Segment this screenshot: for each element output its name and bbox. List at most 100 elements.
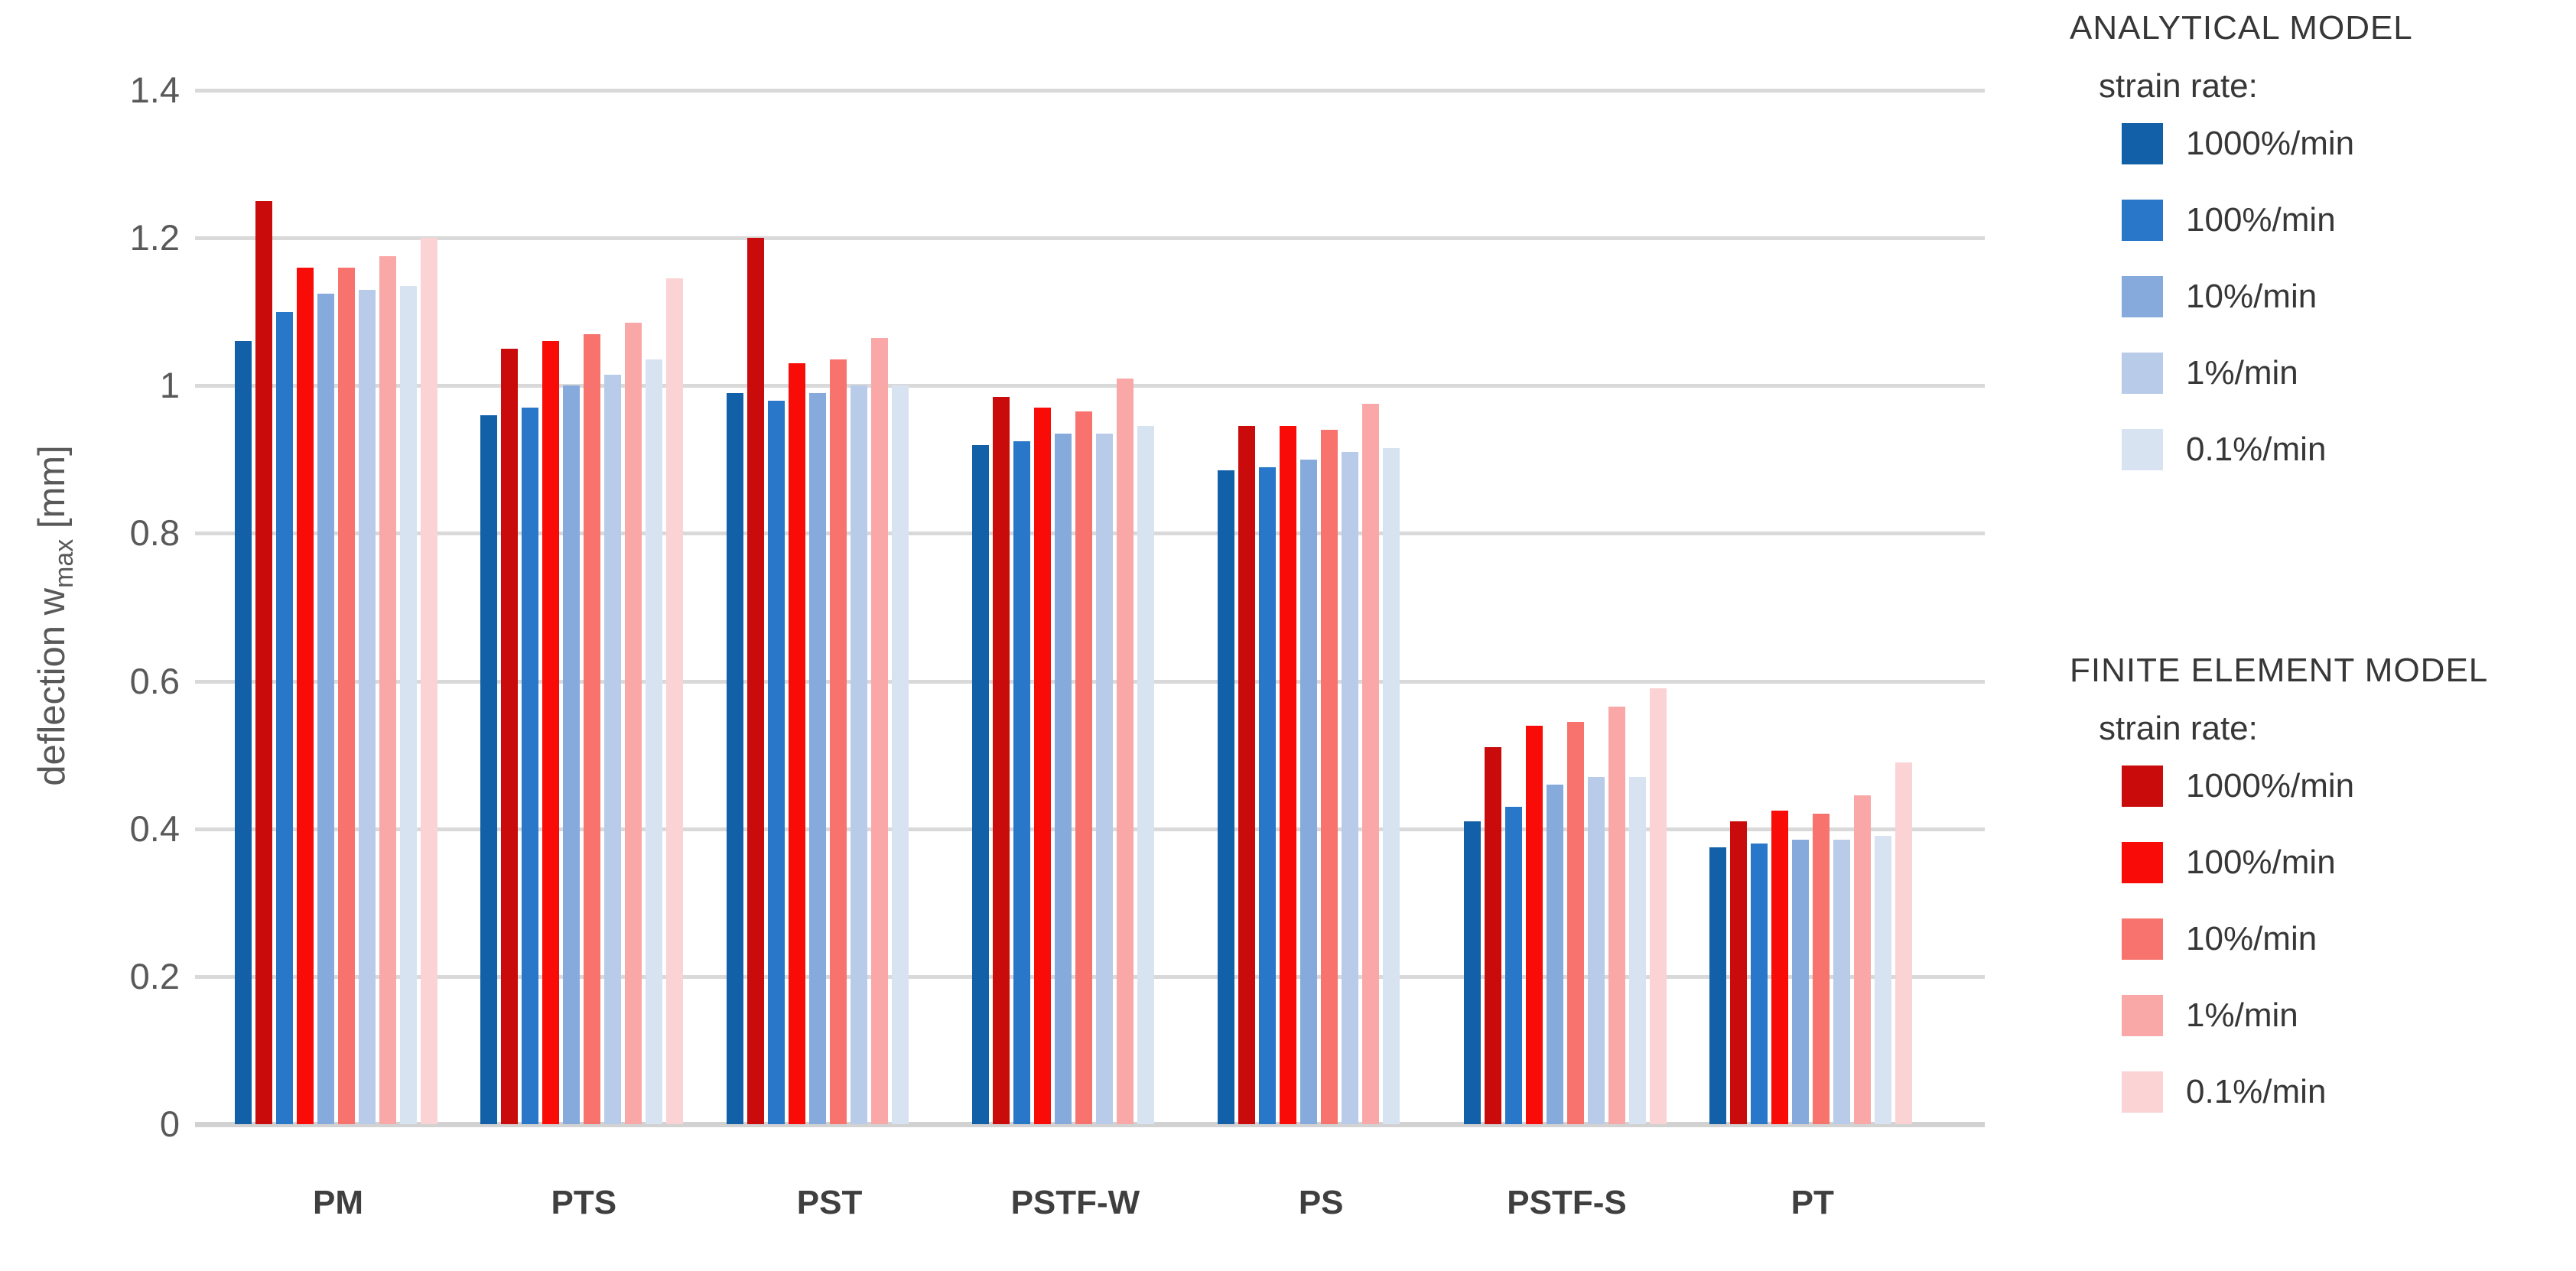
legend-item-label: 1%/min xyxy=(2186,996,2298,1034)
bar-PSTF-W-analytical-1%/min xyxy=(1095,434,1113,1124)
legend-item-label: 10%/min xyxy=(2186,920,2317,957)
legend-analytical-items: 1000%/min 100%/min 10%/min 1%/min 0.1%/min xyxy=(2122,122,2567,471)
bar-PTS-analytical-0.1%/min xyxy=(646,359,663,1124)
bar-PTS-fem-1000%/min xyxy=(501,349,519,1124)
x-category-label-PSTF-W: PSTF-W xyxy=(1010,1184,1140,1221)
bar-PSTF-W-fem-1%/min xyxy=(1116,378,1134,1124)
x-category-label-PSTF-S: PSTF-S xyxy=(1507,1184,1627,1221)
bar-PSTF-S-fem-1000%/min xyxy=(1484,747,1501,1124)
bar-PST-fem-1%/min xyxy=(870,337,888,1124)
y-tick-label-0: 0 xyxy=(159,1104,180,1144)
legend-item-analytical-0.1%/min: 0.1%/min xyxy=(2122,428,2567,471)
bar-PT-analytical-0.1%/min xyxy=(1874,836,1891,1124)
bar-PTS-fem-0.1%/min xyxy=(666,278,684,1124)
legend-item-label: 100%/min xyxy=(2186,844,2336,881)
bar-PT-fem-10%/min xyxy=(1812,814,1830,1124)
bar-PSTF-S-fem-10%/min xyxy=(1566,721,1584,1124)
bar-PM-fem-10%/min xyxy=(338,267,355,1124)
bar-PM-fem-1%/min xyxy=(379,256,396,1124)
legend-swatch-icon xyxy=(2122,123,2163,164)
bar-PTS-fem-10%/min xyxy=(584,333,601,1124)
bar-PSTF-S-fem-1%/min xyxy=(1608,707,1625,1124)
x-category-label-PS: PS xyxy=(1298,1184,1344,1221)
bar-PS-fem-100%/min xyxy=(1280,426,1297,1124)
bar-PM-analytical-0.1%/min xyxy=(400,285,417,1124)
legend-item-analytical-10%/min: 10%/min xyxy=(2122,275,2567,318)
bar-PSTF-W-fem-1000%/min xyxy=(992,396,1010,1124)
bar-PS-fem-1000%/min xyxy=(1238,426,1256,1124)
y-tick-label-0.8: 0.8 xyxy=(129,512,180,554)
bar-PSTF-W-analytical-10%/min xyxy=(1054,434,1072,1124)
legend-swatch-icon xyxy=(2122,995,2163,1036)
bar-PSTF-S-analytical-10%/min xyxy=(1546,784,1563,1124)
bar-PTS-fem-1%/min xyxy=(625,323,642,1124)
legend-swatch-icon xyxy=(2122,276,2163,317)
x-category-label-PST: PST xyxy=(796,1184,863,1221)
bar-PT-fem-1000%/min xyxy=(1729,821,1747,1124)
legend-item-analytical-1%/min: 1%/min xyxy=(2122,352,2567,395)
bar-PSTF-S-analytical-100%/min xyxy=(1504,806,1522,1124)
x-category-label-PTS: PTS xyxy=(551,1184,617,1221)
bar-PSTF-S-fem-100%/min xyxy=(1525,725,1543,1124)
bar-PS-analytical-0.1%/min xyxy=(1383,448,1400,1124)
legend-analytical-title: ANALYTICAL MODEL xyxy=(2070,9,2413,47)
bar-PSTF-W-analytical-0.1%/min xyxy=(1137,426,1154,1124)
bar-PSTF-S-analytical-0.1%/min xyxy=(1628,777,1646,1124)
bar-PT-analytical-100%/min xyxy=(1750,844,1768,1124)
bar-PSTF-S-analytical-1%/min xyxy=(1587,777,1605,1124)
legend-item-fem-0.1%/min: 0.1%/min xyxy=(2122,1071,2567,1113)
y-tick-label-1: 1 xyxy=(159,365,180,406)
y-tick-label-1.2: 1.2 xyxy=(129,217,180,258)
legend-item-label: 10%/min xyxy=(2186,278,2317,315)
legend-item-label: 0.1%/min xyxy=(2186,1073,2327,1110)
legend-swatch-icon xyxy=(2122,353,2163,394)
bar-PSTF-W-analytical-100%/min xyxy=(1013,440,1030,1124)
legend-analytical-subtitle: strain rate: xyxy=(2099,67,2258,105)
bar-PS-analytical-100%/min xyxy=(1259,466,1277,1124)
legend-item-label: 1%/min xyxy=(2186,354,2298,392)
bar-PTS-analytical-10%/min xyxy=(563,385,581,1124)
bar-PTS-fem-100%/min xyxy=(542,341,560,1124)
bar-PSTF-S-fem-0.1%/min xyxy=(1649,688,1667,1124)
legend-fem-subtitle: strain rate: xyxy=(2099,710,2258,747)
bar-PTS-analytical-100%/min xyxy=(522,408,539,1124)
gridline-1.4 xyxy=(195,89,1985,93)
legend-swatch-icon xyxy=(2122,918,2163,960)
bar-PST-fem-100%/min xyxy=(788,363,805,1124)
bar-PT-fem-100%/min xyxy=(1771,810,1788,1124)
legend-swatch-icon xyxy=(2122,766,2163,807)
legend-item-label: 1000%/min xyxy=(2186,125,2355,162)
gridline-1 xyxy=(195,384,1985,388)
bar-PM-fem-100%/min xyxy=(297,267,314,1124)
y-tick-label-0.2: 0.2 xyxy=(129,955,180,996)
gridline-1.2 xyxy=(195,236,1985,241)
bar-PS-analytical-1%/min xyxy=(1342,452,1359,1124)
bar-PST-fem-1000%/min xyxy=(746,238,764,1124)
bar-PM-analytical-1%/min xyxy=(359,289,376,1124)
bar-PSTF-W-fem-10%/min xyxy=(1075,411,1092,1124)
bar-PST-fem-10%/min xyxy=(829,359,847,1124)
bar-PM-analytical-1000%/min xyxy=(235,341,252,1124)
bar-PS-fem-10%/min xyxy=(1321,430,1338,1124)
bar-PT-analytical-1%/min xyxy=(1833,840,1850,1124)
bar-PTS-analytical-1%/min xyxy=(604,374,622,1124)
x-axis-baseline xyxy=(195,1122,1985,1127)
bar-PT-fem-1%/min xyxy=(1853,795,1871,1124)
legend-fem-model: FINITE ELEMENT MODEL strain rate: 1000%/… xyxy=(2070,652,2567,1147)
bar-PST-analytical-100%/min xyxy=(767,400,785,1124)
bar-PSTF-W-fem-100%/min xyxy=(1033,408,1051,1124)
bar-PSTF-W-analytical-1000%/min xyxy=(971,444,989,1124)
bar-PT-fem-0.1%/min xyxy=(1895,762,1912,1124)
legend-item-fem-1000%/min: 1000%/min xyxy=(2122,765,2567,808)
legend-swatch-icon xyxy=(2122,200,2163,241)
bar-PST-analytical-10%/min xyxy=(808,392,826,1124)
legend-item-label: 1000%/min xyxy=(2186,767,2355,805)
y-tick-label-1.4: 1.4 xyxy=(129,70,180,110)
legend-item-label: 100%/min xyxy=(2186,201,2336,239)
bar-PM-fem-0.1%/min xyxy=(421,238,437,1124)
bar-PM-analytical-100%/min xyxy=(276,311,293,1124)
legend-swatch-icon xyxy=(2122,842,2163,883)
bar-PST-analytical-0.1%/min xyxy=(891,385,909,1124)
